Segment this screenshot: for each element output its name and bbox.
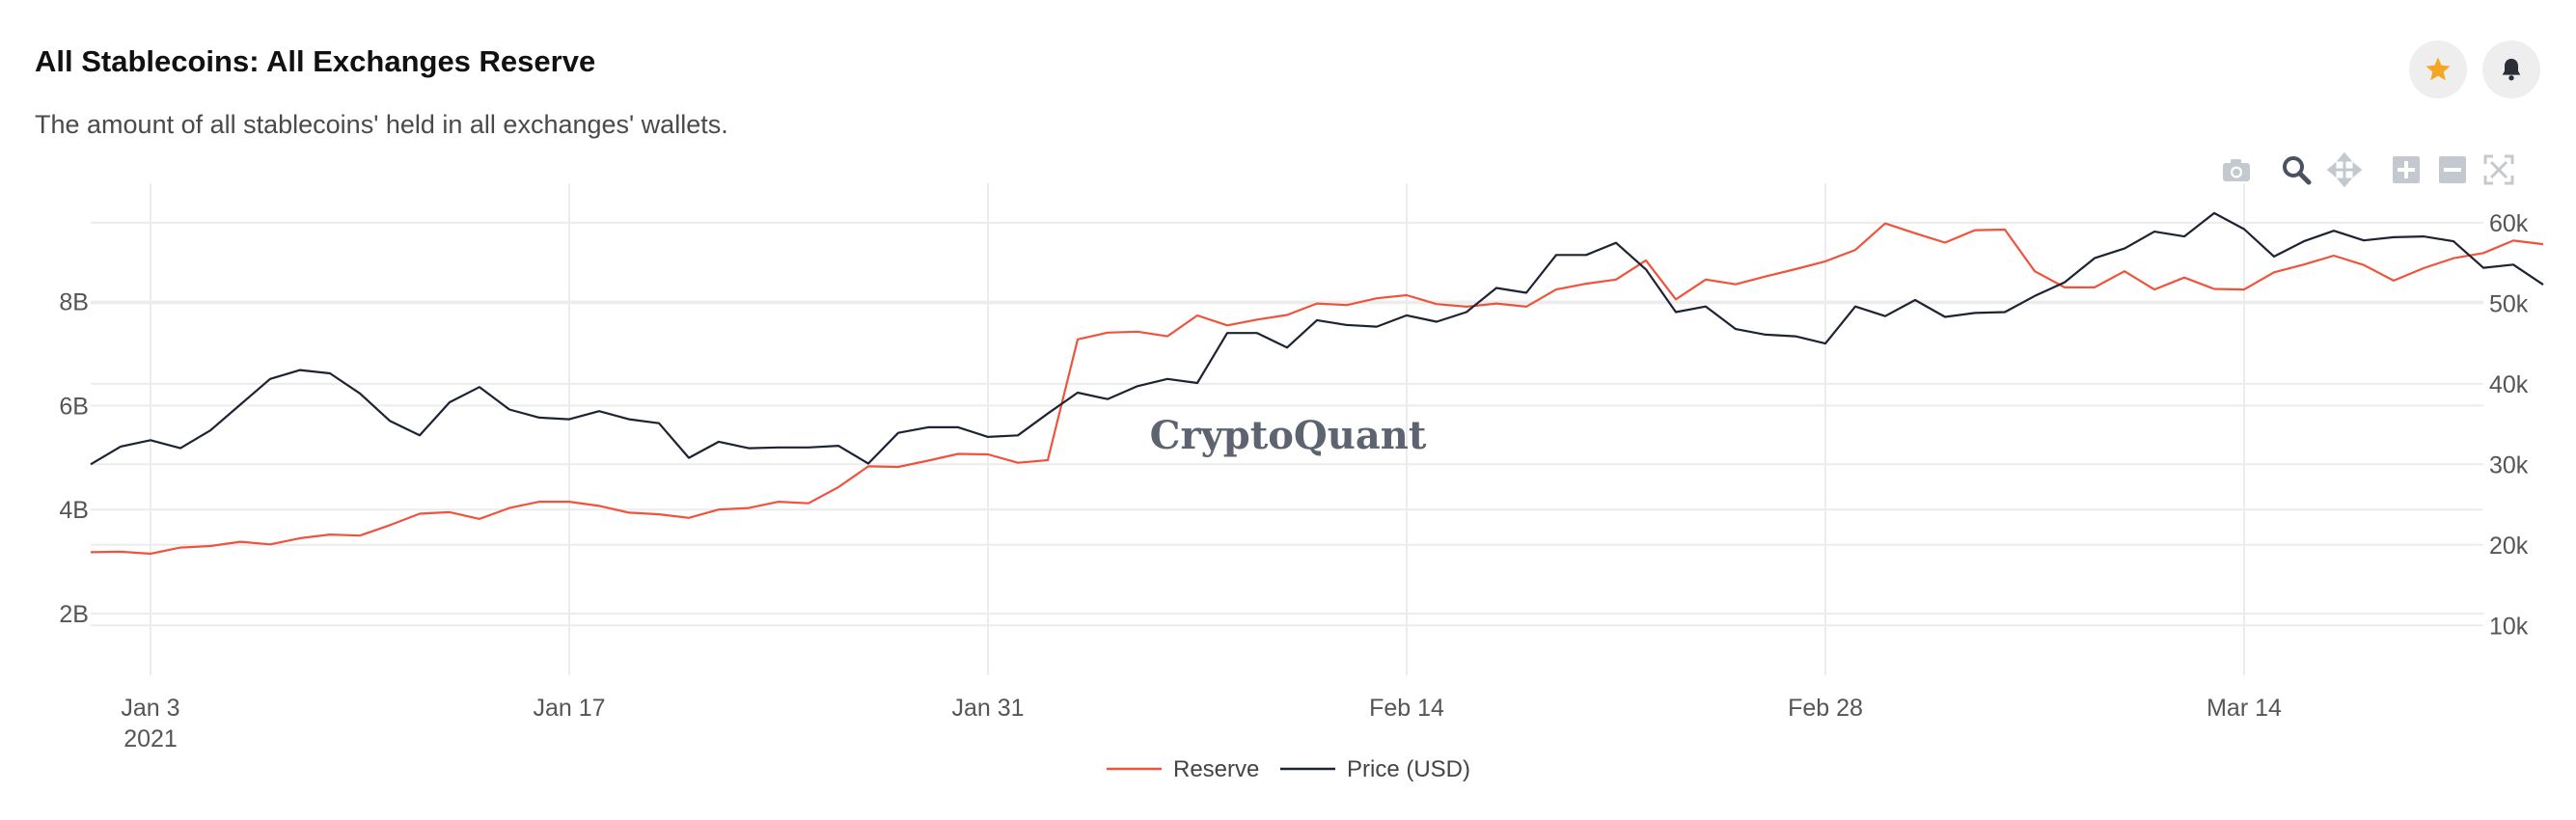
favorite-button[interactable] — [2409, 41, 2467, 98]
reserve-series-line — [90, 222, 2544, 556]
y-right-tick-label: 50k — [2489, 290, 2529, 317]
star-icon — [2425, 57, 2451, 81]
zoom-out-icon[interactable] — [2435, 152, 2470, 187]
zoom-icon[interactable] — [2279, 152, 2314, 187]
y-right-tick-label: 10k — [2489, 613, 2529, 640]
x-tick-label: Feb 28 — [1788, 695, 1863, 722]
x-tick-label: Mar 14 — [2206, 695, 2282, 722]
x-tick-label: Jan 3 — [121, 695, 179, 722]
autoscale-icon[interactable] — [2481, 152, 2516, 187]
x-tick-label: Jan 17 — [533, 695, 605, 722]
y-right-tick-label: 60k — [2489, 210, 2529, 237]
legend-price-label: Price (USD) — [1347, 756, 1470, 782]
x-tick-label: Jan 31 — [951, 695, 1024, 722]
chart-subtitle: The amount of all stablecoins' held in a… — [35, 110, 728, 139]
x-tick-year-label: 2021 — [123, 725, 178, 752]
chart-title: All Stablecoins: All Exchanges Reserve — [35, 44, 596, 78]
zoom-in-icon[interactable] — [2389, 152, 2424, 187]
x-tick-label: Feb 14 — [1369, 695, 1444, 722]
y-left-tick-label: 2B — [59, 601, 89, 628]
alert-button[interactable] — [2482, 41, 2540, 98]
camera-icon[interactable] — [2219, 152, 2254, 187]
legend-reserve-label: Reserve — [1173, 756, 1259, 782]
y-left-tick-label: 8B — [59, 288, 89, 315]
y-left-tick-label: 6B — [59, 393, 89, 420]
price-series-line — [90, 211, 2544, 466]
pan-icon[interactable] — [2326, 151, 2363, 188]
y-left-tick-label: 4B — [59, 497, 89, 524]
y-right-tick-label: 40k — [2489, 371, 2529, 398]
y-right-tick-label: 20k — [2489, 533, 2529, 560]
y-right-tick-label: 30k — [2489, 451, 2529, 478]
bell-icon — [2502, 58, 2521, 81]
watermark: CryptoQuant — [1150, 413, 1427, 458]
